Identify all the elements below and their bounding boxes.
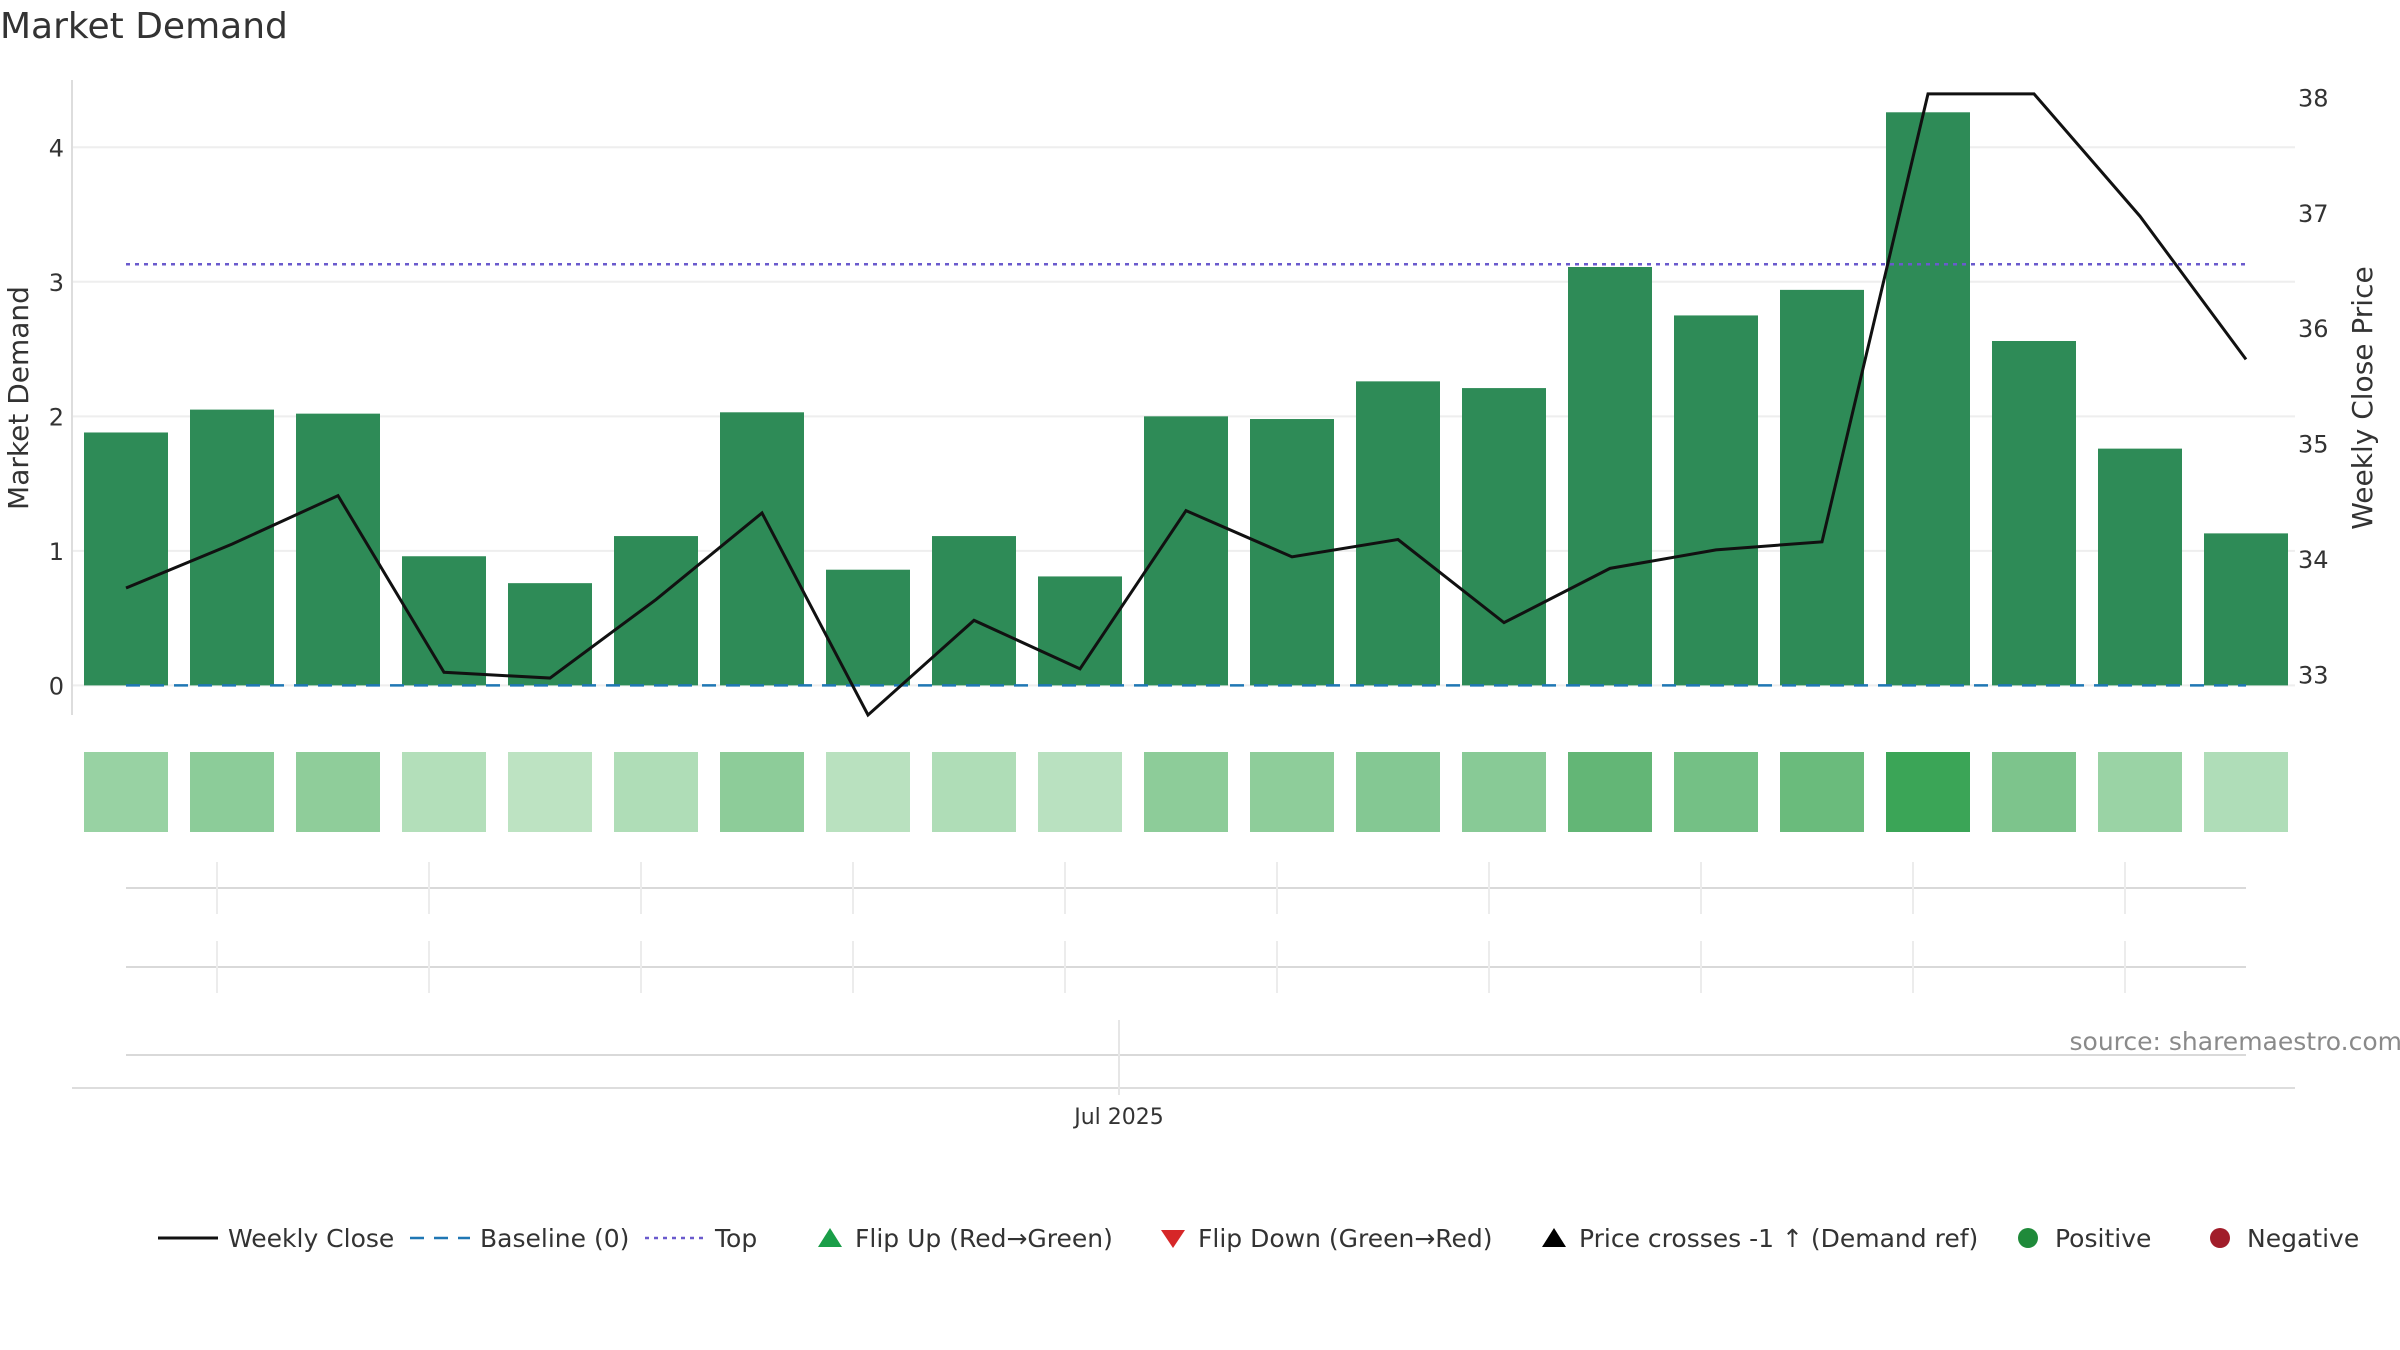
legend-label: Flip Up (Red→Green): [855, 1224, 1113, 1253]
heat-cell: [2204, 752, 2288, 832]
left-tick-label: 0: [49, 672, 64, 700]
left-axis-ticks: 0 1 2 3 4: [49, 134, 64, 700]
demand-bar: [1568, 267, 1652, 686]
weekly-close-line: [125, 92, 2248, 718]
heat-cell: [1356, 752, 1440, 832]
demand-heat-strip: [84, 752, 2288, 832]
source-note: source: sharemaestro.com: [2070, 1027, 2400, 1056]
demand-bar: [1886, 112, 1970, 686]
demand-bar: [84, 432, 168, 686]
legend: Weekly Close Baseline (0) Top Flip Up (Red→…: [158, 1224, 2359, 1253]
right-tick-label: 38: [2298, 84, 2329, 112]
x-axis: Jul 2025: [72, 1020, 2295, 1130]
legend-item: Flip Down (Green→Red): [1161, 1224, 1493, 1253]
x-tick-label: Jul 2025: [1072, 1105, 1164, 1130]
heat-cell: [2098, 752, 2182, 832]
legend-label: Negative: [2247, 1224, 2359, 1253]
demand-bar: [932, 536, 1016, 686]
heat-cell: [1886, 752, 1970, 832]
left-axis: 0 1 2 3 4 Market Demand: [2, 80, 73, 715]
right-tick-label: 37: [2298, 200, 2329, 228]
heat-cell: [1992, 752, 2076, 832]
right-tick-label: 33: [2298, 662, 2329, 690]
demand-bar: [402, 556, 486, 686]
demand-bar: [1144, 416, 1228, 686]
demand-bar: [1462, 388, 1546, 686]
heat-cell: [1038, 752, 1122, 832]
demand-bar: [296, 413, 380, 686]
demand-bar: [826, 569, 910, 686]
heat-cell: [1144, 752, 1228, 832]
demand-bars: [84, 112, 2288, 686]
heat-cell: [296, 752, 380, 832]
heat-cell: [1462, 752, 1546, 832]
demand-bar: [720, 412, 804, 686]
right-axis-label: Weekly Close Price: [2346, 266, 2379, 529]
demand-bar: [508, 583, 592, 686]
legend-swatch: [1161, 1230, 1185, 1248]
demand-bar: [1992, 340, 2076, 686]
legend-swatch: [1542, 1228, 1566, 1247]
legend-label: Flip Down (Green→Red): [1198, 1224, 1493, 1253]
demand-bar: [2204, 533, 2288, 686]
heat-cell: [1674, 752, 1758, 832]
legend-swatch: [818, 1228, 842, 1247]
left-tick-label: 1: [49, 538, 64, 566]
right-tick-label: 34: [2298, 546, 2329, 574]
heat-cell: [1568, 752, 1652, 832]
heat-cell: [190, 752, 274, 832]
empty-marker-rows: [126, 862, 2246, 1056]
heat-cell: [84, 752, 168, 832]
left-tick-label: 4: [49, 134, 64, 162]
legend-item: Positive: [2018, 1224, 2151, 1253]
right-axis-ticks: 33 34 35 36 37 38: [2298, 84, 2329, 689]
heat-cell: [932, 752, 1016, 832]
right-tick-label: 36: [2298, 315, 2329, 343]
legend-swatch: [2210, 1228, 2230, 1248]
heat-cell: [402, 752, 486, 832]
legend-item: Price crosses -1 ↑ (Demand ref): [1542, 1224, 1978, 1253]
demand-bar: [2098, 448, 2182, 686]
right-tick-label: 35: [2298, 431, 2329, 459]
heat-cell: [508, 752, 592, 832]
demand-bar: [1356, 381, 1440, 686]
demand-bar: [190, 409, 274, 686]
legend-label: Price crosses -1 ↑ (Demand ref): [1579, 1224, 1978, 1253]
legend-item: Top: [645, 1224, 757, 1253]
demand-bar: [1674, 315, 1758, 686]
legend-swatch: [2018, 1228, 2038, 1248]
legend-label: Weekly Close: [228, 1224, 394, 1253]
legend-label: Top: [714, 1224, 757, 1253]
heat-cell: [614, 752, 698, 832]
legend-label: Baseline (0): [480, 1224, 629, 1253]
chart-title: Market Demand: [0, 6, 288, 47]
left-tick-label: 2: [49, 403, 64, 431]
heat-cell: [826, 752, 910, 832]
heat-cell: [1250, 752, 1334, 832]
heat-cell: [1780, 752, 1864, 832]
reference-lines: [126, 263, 2246, 687]
left-axis-label: Market Demand: [2, 286, 35, 510]
right-axis: 33 34 35 36 37 38 Weekly Close Price: [2298, 84, 2379, 689]
legend-item: Flip Up (Red→Green): [818, 1224, 1113, 1253]
legend-label: Positive: [2055, 1224, 2151, 1253]
heat-cell: [720, 752, 804, 832]
left-tick-label: 3: [49, 269, 64, 297]
demand-bar: [614, 536, 698, 686]
legend-item: Baseline (0): [410, 1224, 629, 1253]
legend-item: Negative: [2210, 1224, 2359, 1253]
legend-item: Weekly Close: [158, 1224, 394, 1253]
demand-bar: [1780, 289, 1864, 686]
